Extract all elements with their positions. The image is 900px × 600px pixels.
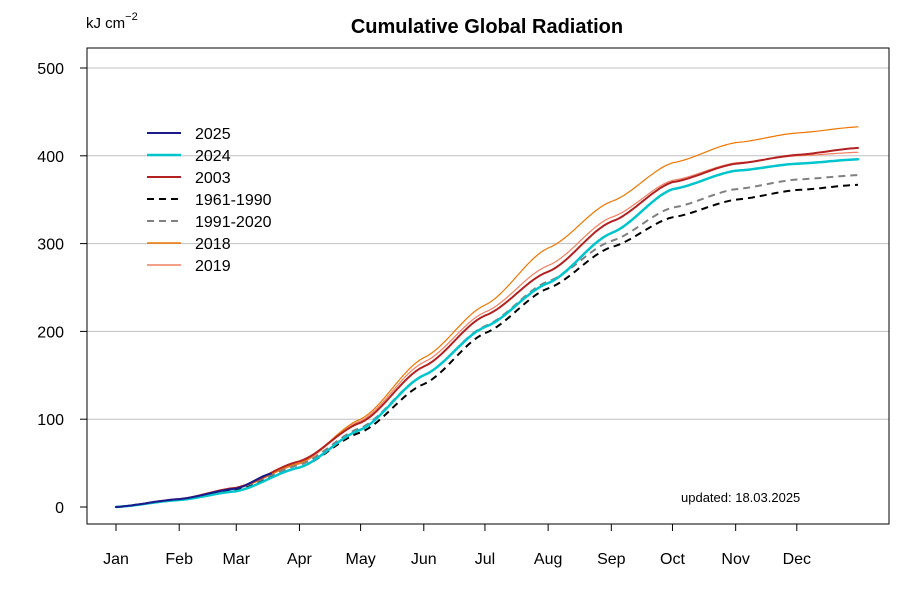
x-tick-label: Jan (103, 551, 129, 568)
x-tick-label: Feb (165, 551, 193, 568)
y-unit-exponent: −2 (125, 11, 138, 23)
legend-label: 1991-2020 (195, 214, 272, 231)
x-tick-label: Sep (597, 551, 626, 568)
y-unit-text: kJ cm (86, 15, 125, 32)
x-tick-label: Aug (534, 551, 562, 568)
legend-label: 2025 (195, 126, 231, 143)
x-axis: Jan Feb Mar Apr May Jun Jul Aug Sep Oct Nov Dec (103, 524, 811, 568)
legend: 2025 2024 2003 1961-1990 1991-2020 2018 2019 (147, 126, 272, 275)
y-tick-label: 100 (37, 412, 64, 429)
legend-label: 2024 (195, 148, 231, 165)
y-tick-label: 400 (37, 149, 64, 166)
y-axis: 0 100 200 300 400 500 (37, 61, 87, 517)
series-line-2024 (114, 158, 860, 509)
series-line-1961-1990 (115, 183, 859, 508)
legend-label: 1961-1990 (195, 192, 272, 209)
gridlines (87, 67, 889, 420)
x-tick-label: May (345, 551, 375, 568)
y-tick-label: 0 (55, 500, 64, 517)
y-tick-label: 200 (37, 324, 64, 341)
x-tick-label: Oct (660, 551, 685, 568)
y-tick-label: 300 (37, 237, 64, 254)
y-unit-label: kJ cm−2 (86, 11, 138, 32)
y-tick-label: 500 (37, 61, 64, 78)
series-line-2025 (115, 472, 272, 508)
x-tick-label: Dec (783, 551, 811, 568)
x-tick-label: Mar (222, 551, 250, 568)
legend-label: 2019 (195, 258, 231, 275)
x-tick-label: Nov (721, 551, 749, 568)
x-tick-label: Jun (411, 551, 437, 568)
legend-label: 2003 (195, 170, 231, 187)
x-tick-label: Apr (287, 551, 313, 568)
x-tick-label: Jul (475, 551, 495, 568)
updated-note: updated: 18.03.2025 (681, 490, 800, 505)
legend-label: 2018 (195, 236, 231, 253)
chart-title: Cumulative Global Radiation (351, 16, 623, 38)
series-lines (114, 126, 860, 509)
plot-frame (86, 47, 890, 525)
